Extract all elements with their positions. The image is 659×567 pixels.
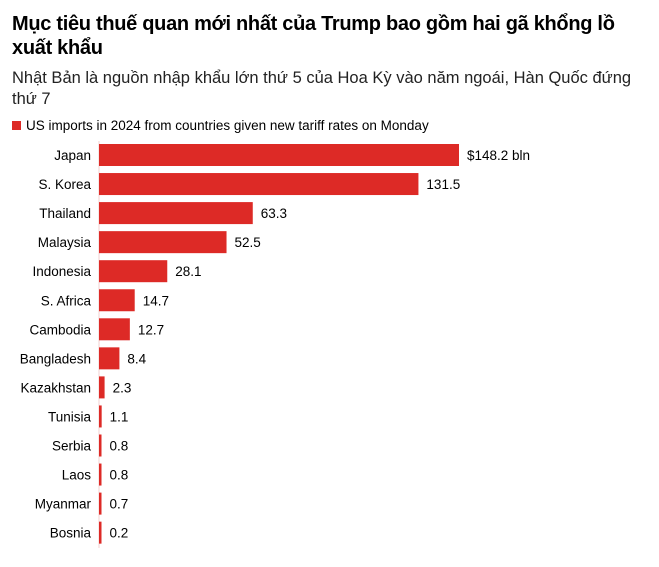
category-label: Indonesia [32,264,91,279]
bar-malaysia [99,231,227,254]
value-label: 0.2 [110,526,129,541]
value-label: $148.2 bln [467,148,530,163]
value-label: 14.7 [143,293,169,308]
value-label: 0.7 [110,497,129,512]
bar-s-korea [99,173,419,196]
bar-japan [99,144,459,166]
value-label: 28.1 [175,264,201,279]
category-label: Laos [62,468,92,483]
bar-bangladesh [99,347,120,370]
category-label: Bangladesh [20,351,91,366]
value-label: 52.5 [235,235,261,250]
chart-title: Mục tiêu thuế quan mới nhất của Trump ba… [12,13,615,59]
bar-serbia [99,434,102,457]
category-label: Bosnia [50,526,92,541]
category-label: Thailand [39,206,91,221]
value-label: 131.5 [426,177,460,192]
category-label: Cambodia [29,322,91,337]
bar-laos [99,463,102,486]
chart-subtitle: Nhật Bản là nguồn nhập khẩu lớn thứ 5 củ… [12,69,632,108]
value-label: 12.7 [138,322,164,337]
category-label: Serbia [52,439,92,454]
value-label: 0.8 [110,439,129,454]
bar-cambodia [99,318,130,341]
value-label: 0.8 [110,468,129,483]
category-label: Malaysia [38,235,92,250]
bar-myanmar [99,492,102,515]
bar-thailand [99,202,253,225]
bar-indonesia [99,260,168,283]
bar-kazakhstan [99,376,105,399]
value-label: 8.4 [127,351,146,366]
legend-label: US imports in 2024 from countries given … [26,118,429,133]
category-label: S. Africa [41,293,92,308]
value-label: 63.3 [261,206,287,221]
legend: US imports in 2024 from countries given … [12,118,429,133]
category-label: Myanmar [35,497,92,512]
category-label: Japan [54,148,91,163]
category-label: Kazakhstan [20,380,91,395]
legend-swatch [12,121,21,130]
bar-bosnia [99,521,102,544]
bar-tunisia [99,405,102,428]
category-label: Tunisia [48,409,92,424]
bar-s-africa [99,289,135,312]
category-label: S. Korea [38,177,91,192]
value-label: 2.3 [113,380,132,395]
value-label: 1.1 [110,409,129,424]
